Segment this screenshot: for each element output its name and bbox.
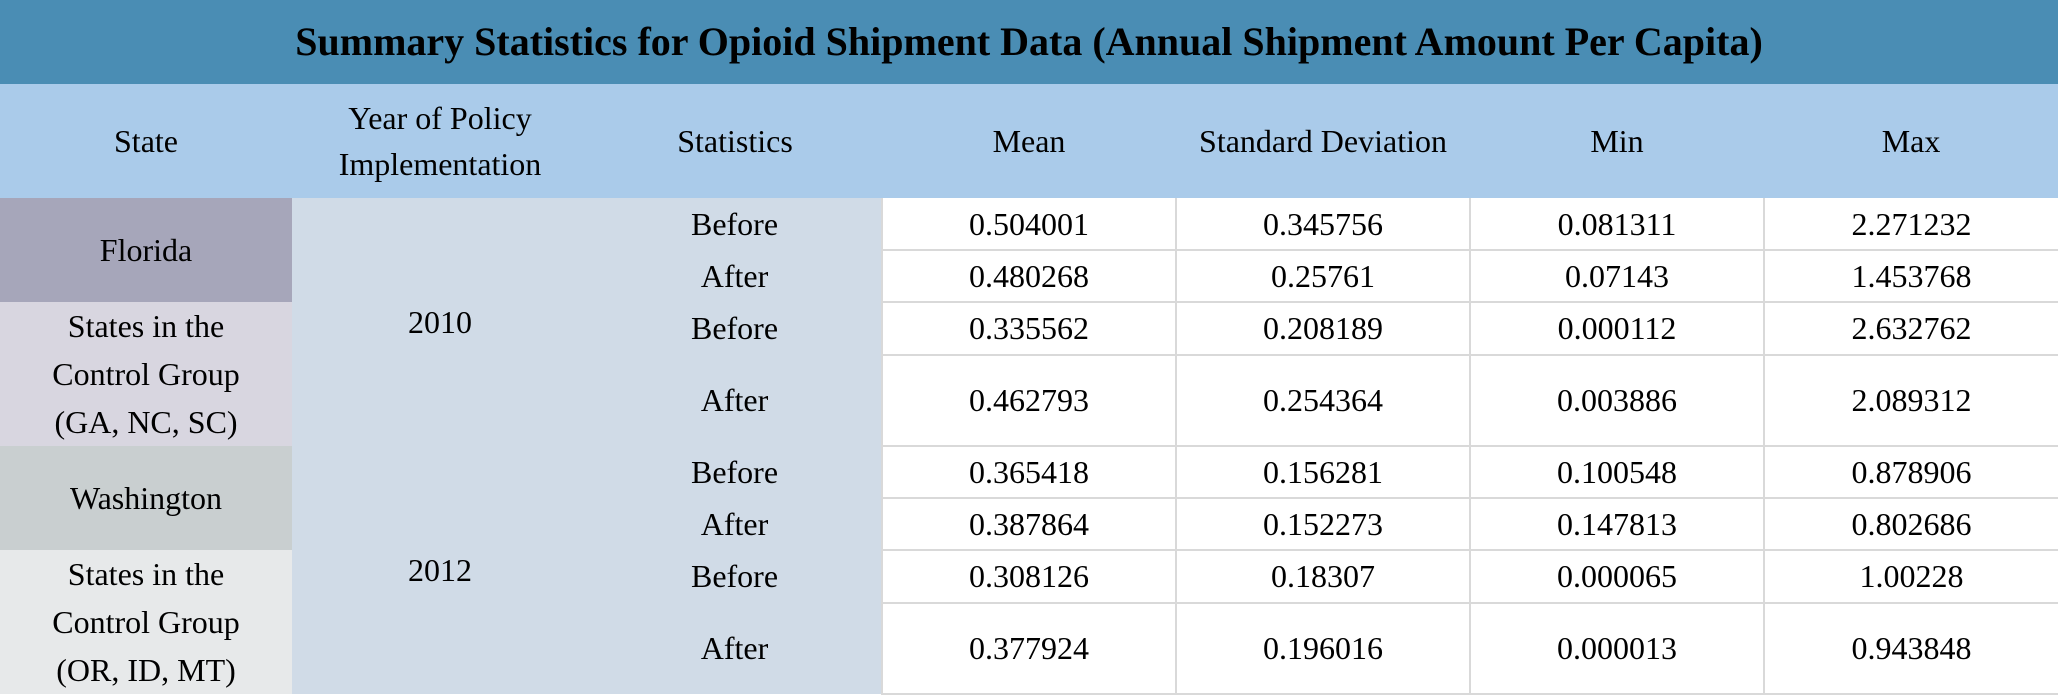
sd-cell: 0.208189 — [1175, 302, 1470, 356]
table-row: After 0.377924 0.196016 0.000013 0.94384… — [0, 602, 2058, 695]
sd-cell: 0.152273 — [1175, 498, 1470, 551]
mean-cell: 0.504001 — [881, 198, 1176, 251]
table-title: Summary Statistics for Opioid Shipment D… — [0, 0, 2058, 84]
mean-cell: 0.335562 — [881, 302, 1176, 356]
min-cell: 0.081311 — [1469, 198, 1764, 251]
header-std-dev: Standard Deviation — [1176, 84, 1470, 198]
sd-cell: 0.345756 — [1175, 198, 1470, 251]
table-row: Washington 2012 Before 0.365418 0.156281… — [0, 446, 2058, 694]
year-cell: 2012 — [292, 446, 588, 694]
stat-cell: Before — [588, 550, 882, 603]
stat-cell: Before — [588, 302, 882, 355]
min-cell: 0.003886 — [1469, 354, 1764, 448]
table-row: States in the Control Group (OR, ID, MT)… — [0, 550, 2058, 694]
state-cell: Florida — [0, 198, 292, 302]
stat-cell: After — [588, 354, 882, 446]
stat-cell: Before — [588, 446, 882, 498]
min-cell: 0.147813 — [1469, 498, 1764, 551]
header-min: Min — [1470, 84, 1764, 198]
mean-cell: 0.377924 — [881, 602, 1176, 695]
max-cell: 1.453768 — [1762, 250, 2058, 303]
sd-cell: 0.156281 — [1175, 446, 1470, 499]
sd-cell: 0.25761 — [1175, 250, 1470, 303]
max-cell: 2.089312 — [1762, 354, 2058, 448]
min-cell: 0.000112 — [1469, 302, 1764, 356]
stat-cell: Before — [588, 198, 882, 250]
mean-cell: 0.387864 — [881, 498, 1176, 551]
table-row: Florida 2010 Before 0.504001 0.345756 0.… — [0, 198, 2058, 446]
table-row: After 0.480268 0.25761 0.07143 1.453768 — [0, 250, 2058, 303]
table-row: States in the Control Group (GA, NC, SC)… — [0, 302, 2058, 446]
table-row: After 0.387864 0.152273 0.147813 0.80268… — [0, 498, 2058, 551]
min-cell: 0.000013 — [1469, 602, 1764, 695]
max-cell: 0.878906 — [1762, 446, 2058, 499]
year-cell: 2010 — [292, 198, 588, 446]
title-row: Summary Statistics for Opioid Shipment D… — [0, 0, 2058, 84]
header-mean: Mean — [882, 84, 1176, 198]
mean-cell: 0.365418 — [881, 446, 1176, 499]
max-cell: 2.632762 — [1762, 302, 2058, 356]
header-statistics: Statistics — [588, 84, 882, 198]
header-max: Max — [1764, 84, 2058, 198]
min-cell: 0.07143 — [1469, 250, 1764, 303]
min-cell: 0.000065 — [1469, 550, 1764, 604]
max-cell: 0.943848 — [1762, 602, 2058, 695]
state-cell: Washington — [0, 446, 292, 550]
max-cell: 0.802686 — [1762, 498, 2058, 551]
mean-cell: 0.462793 — [881, 354, 1176, 448]
mean-cell: 0.308126 — [881, 550, 1176, 604]
header-year: Year of Policy Implementation — [292, 84, 588, 198]
max-cell: 2.271232 — [1762, 198, 2058, 251]
header-state: State — [0, 84, 292, 198]
max-cell: 1.00228 — [1762, 550, 2058, 604]
mean-cell: 0.480268 — [881, 250, 1176, 303]
stat-cell: After — [588, 498, 882, 550]
stat-cell: After — [588, 250, 882, 302]
sd-cell: 0.196016 — [1175, 602, 1470, 695]
state-cell: States in the Control Group (GA, NC, SC) — [0, 302, 292, 446]
min-cell: 0.100548 — [1469, 446, 1764, 499]
sd-cell: 0.254364 — [1175, 354, 1470, 448]
state-cell: States in the Control Group (OR, ID, MT) — [0, 550, 292, 694]
header-row: State Year of Policy Implementation Stat… — [0, 84, 2058, 198]
sd-cell: 0.18307 — [1175, 550, 1470, 604]
stat-cell: After — [588, 602, 882, 694]
table-row: After 0.462793 0.254364 0.003886 2.08931… — [0, 354, 2058, 448]
